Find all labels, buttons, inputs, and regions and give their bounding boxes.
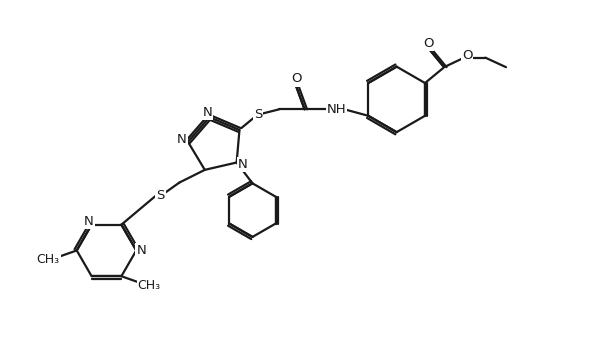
Text: CH₃: CH₃ (138, 279, 161, 292)
Text: O: O (291, 73, 301, 85)
Text: O: O (423, 37, 434, 50)
Text: S: S (254, 108, 262, 121)
Text: N: N (137, 244, 146, 257)
Text: N: N (202, 106, 212, 119)
Text: CH₃: CH₃ (37, 253, 59, 266)
Text: N: N (177, 134, 187, 146)
Text: N: N (238, 158, 247, 171)
Text: N: N (84, 215, 93, 228)
Text: O: O (462, 49, 473, 62)
Text: NH: NH (326, 103, 346, 116)
Text: S: S (156, 189, 165, 202)
